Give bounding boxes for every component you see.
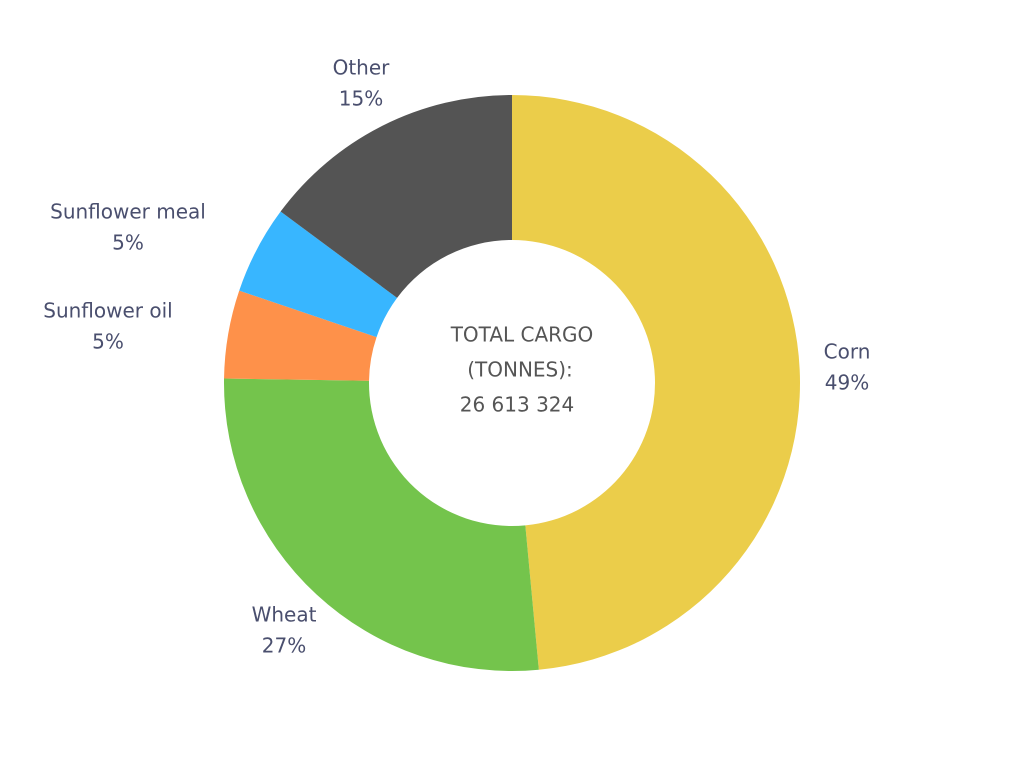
value-label: 27% — [262, 634, 306, 658]
donut-segment — [223, 378, 539, 671]
donut-segment — [512, 95, 800, 670]
value-label: 5% — [92, 330, 124, 354]
value-label: 5% — [112, 231, 144, 255]
value-label: 15% — [339, 87, 383, 111]
donut-segment — [224, 290, 377, 381]
donut-segment — [280, 95, 512, 298]
center-value: 26 613 324 — [460, 393, 575, 417]
value-label: 49% — [825, 371, 869, 395]
center-title: TOTAL CARGO — [450, 323, 594, 347]
category-label: Wheat — [252, 603, 317, 627]
donut-segment — [239, 211, 398, 338]
category-label: Other — [333, 56, 391, 80]
category-label: Corn — [824, 340, 871, 364]
category-label: Sunflower oil — [43, 299, 172, 323]
center-title: (TONNES): — [467, 358, 573, 382]
category-label: Sunflower meal — [50, 200, 206, 224]
